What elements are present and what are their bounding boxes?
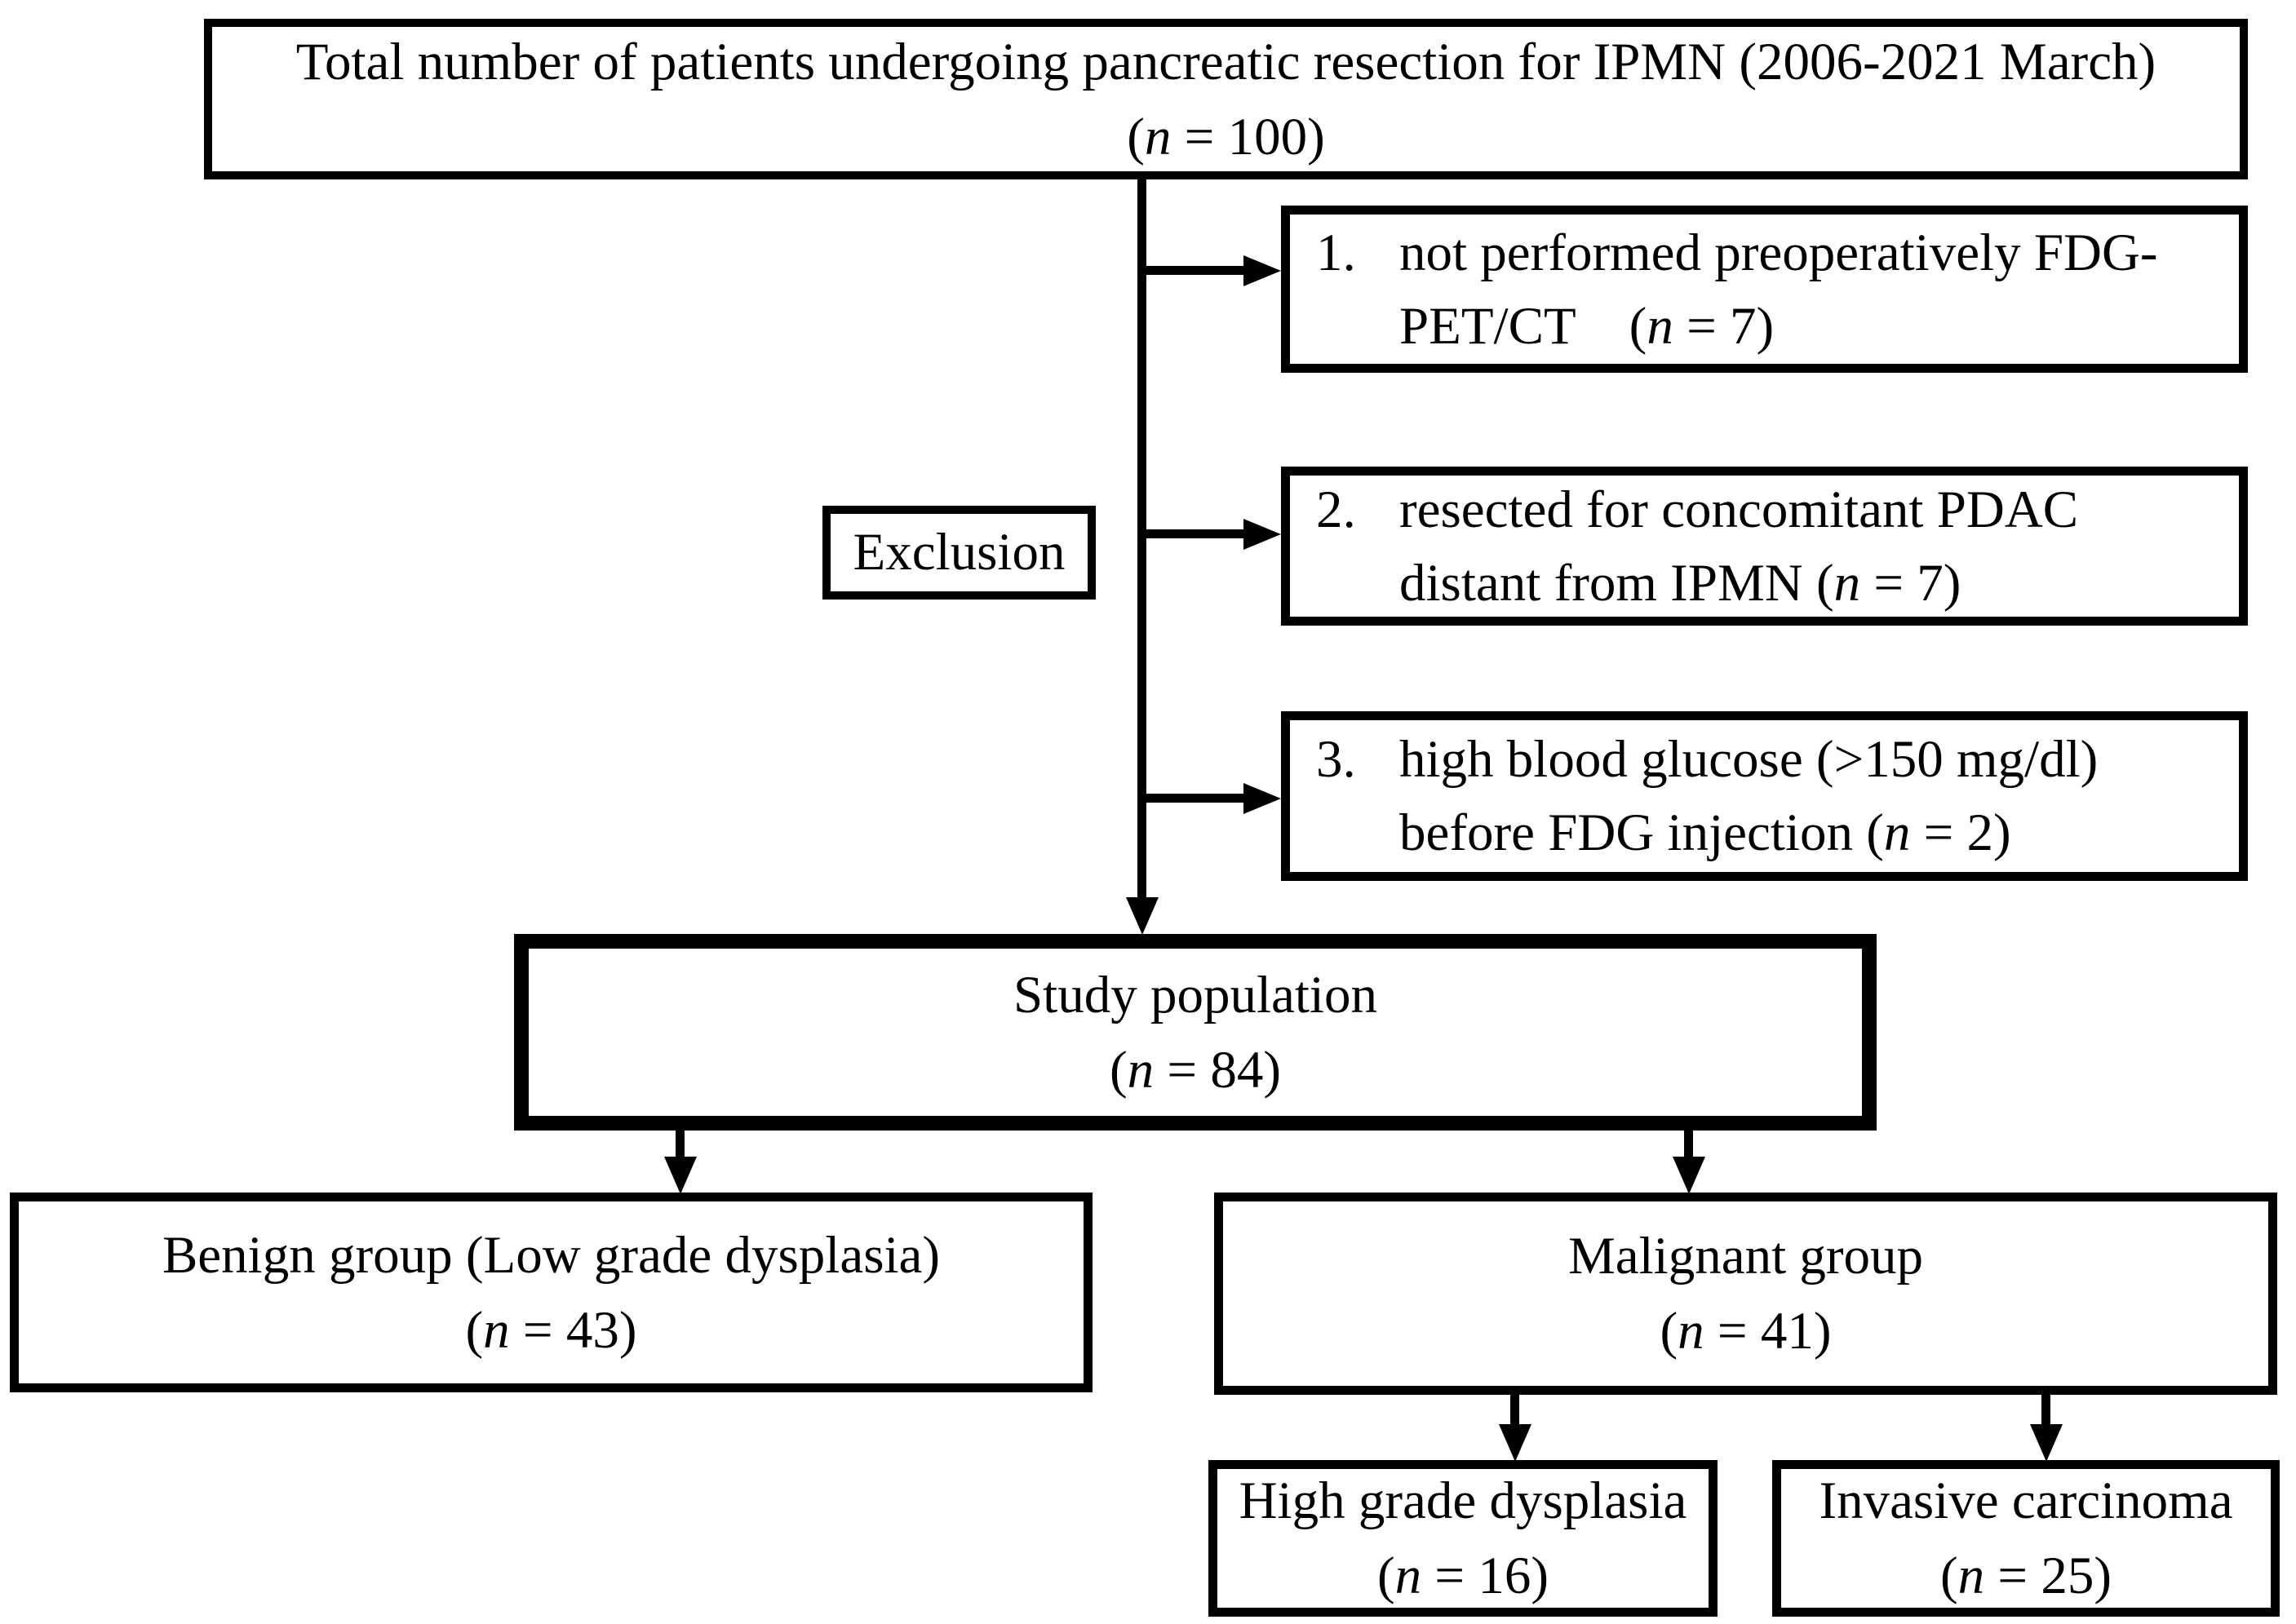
high-grade-dysplasia-count: (n = 16) (1377, 1547, 1549, 1605)
exclusion-item-2-text: resected for concomitant PDAC distant fr… (1399, 480, 2079, 613)
arrowhead-right-exclusion-2-icon (1243, 519, 1281, 550)
connector-study-to-malignant-line (1684, 1131, 1693, 1163)
benign-group-box: Benign group (Low grade dysplasia) (n = … (10, 1193, 1093, 1392)
arrowhead-down-into-benign-icon (664, 1157, 697, 1194)
invasive-carcinoma-count: (n = 25) (1940, 1547, 2112, 1605)
exclusion-label-box: Exclusion (822, 506, 1096, 600)
exclusion-item-1-number: 1. (1316, 223, 1356, 282)
exclusion-item-3-number: 3. (1316, 730, 1356, 789)
malignant-group-title: Malignant group (1567, 1227, 1924, 1285)
invasive-carcinoma-title: Invasive carcinoma (1819, 1471, 2233, 1530)
malignant-group-box: Malignant group (n = 41) (1214, 1193, 2277, 1395)
connector-exclusion-3-line (1137, 794, 1245, 803)
total-patients-count: (n = 100) (1127, 107, 1325, 166)
exclusion-item-1: 1. not performed preoperatively FDG- PET… (1290, 216, 2158, 363)
exclusion-item-1-box: 1. not performed preoperatively FDG- PET… (1281, 206, 2248, 373)
study-population-count: (n = 84) (1110, 1040, 1281, 1100)
total-patients-box: Total number of patients undergoing panc… (204, 19, 2248, 179)
connector-malignant-to-hgd-line (1510, 1395, 1519, 1427)
connector-total-to-study-line (1137, 179, 1146, 901)
high-grade-dysplasia-title: High grade dysplasia (1239, 1471, 1687, 1530)
exclusion-item-2-number: 2. (1316, 480, 1356, 539)
arrowhead-down-into-hgd-icon (1499, 1424, 1531, 1462)
benign-group-count: (n = 43) (465, 1300, 637, 1360)
invasive-carcinoma-box: Invasive carcinoma (n = 25) (1772, 1460, 2280, 1617)
benign-group-title: Benign group (Low grade dysplasia) (162, 1225, 941, 1285)
exclusion-label: Exclusion (853, 523, 1066, 582)
study-population-title: Study population (1013, 965, 1377, 1024)
total-patients-title: Total number of patients undergoing panc… (295, 32, 2156, 91)
exclusion-item-3-box: 3. high blood glucose (>150 mg/dl) befor… (1281, 711, 2248, 881)
connector-study-to-benign-line (676, 1131, 685, 1163)
connector-exclusion-1-line (1137, 266, 1245, 275)
connector-exclusion-2-line (1137, 529, 1245, 538)
exclusion-item-2: 2. resected for concomitant PDAC distant… (1290, 473, 2078, 620)
arrowhead-down-into-study-icon (1126, 897, 1159, 935)
arrowhead-down-into-invasive-icon (2030, 1424, 2063, 1462)
arrowhead-right-exclusion-1-icon (1243, 255, 1281, 286)
exclusion-item-1-text: not performed preoperatively FDG- PET/CT… (1399, 223, 2158, 356)
exclusion-item-2-box: 2. resected for concomitant PDAC distant… (1281, 467, 2248, 626)
study-population-box: Study population (n = 84) (514, 934, 1877, 1131)
arrowhead-down-into-malignant-icon (1673, 1157, 1705, 1194)
high-grade-dysplasia-box: High grade dysplasia (n = 16) (1208, 1460, 1718, 1617)
connector-malignant-to-invasive-line (2041, 1395, 2050, 1427)
arrowhead-right-exclusion-3-icon (1243, 783, 1281, 814)
exclusion-item-3: 3. high blood glucose (>150 mg/dl) befor… (1290, 723, 2098, 870)
malignant-group-count: (n = 41) (1660, 1302, 1832, 1361)
exclusion-item-3-text: high blood glucose (>150 mg/dl) before F… (1399, 730, 2099, 862)
